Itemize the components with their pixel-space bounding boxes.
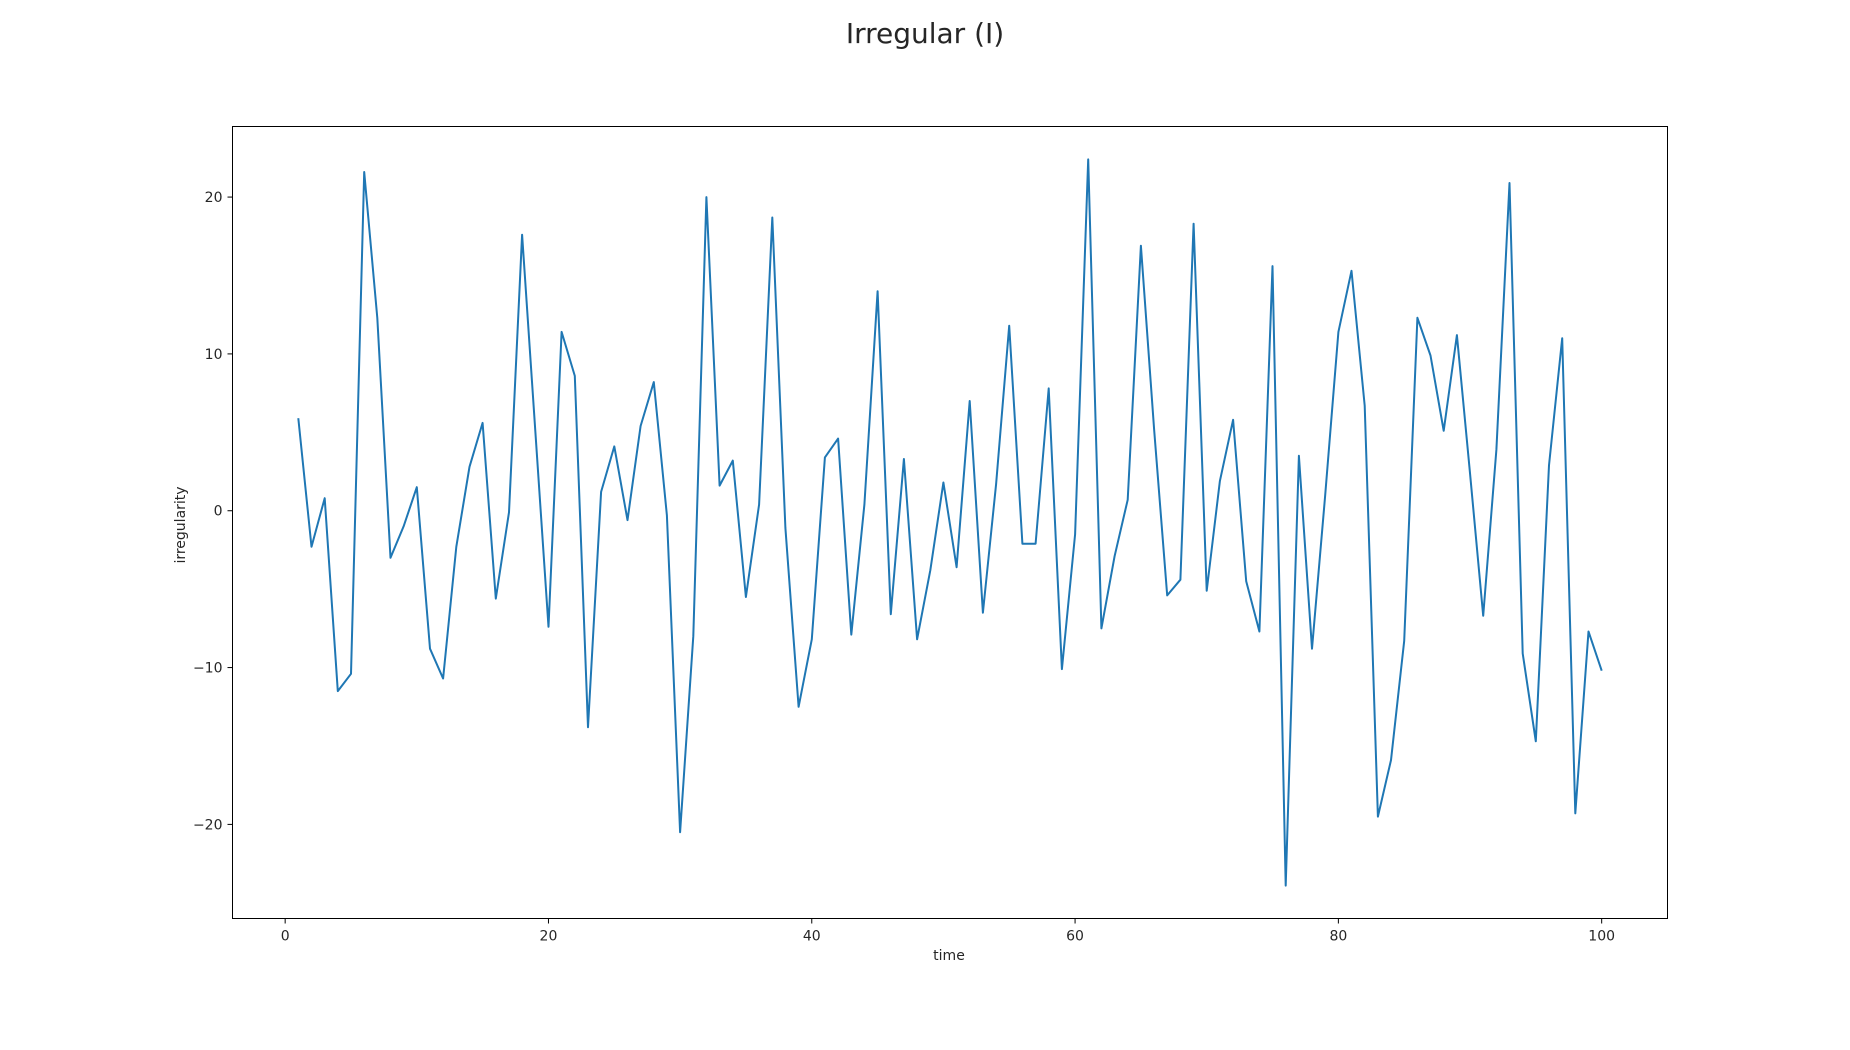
y-tick-label: −20: [193, 817, 223, 833]
y-axis-ticks: −20 −10 0 10 20: [193, 190, 233, 833]
chart-title: Irregular (I): [846, 17, 1004, 50]
x-tick-label: 100: [1588, 929, 1615, 945]
y-tick-label: 20: [205, 190, 223, 206]
y-tick-label: −10: [193, 661, 223, 677]
plot-frame: [232, 126, 1668, 919]
x-tick-label: 80: [1329, 929, 1347, 945]
y-axis-label: irregularity: [173, 486, 189, 563]
x-tick-label: 60: [1066, 929, 1084, 945]
series-line: [297, 158, 1603, 887]
x-axis-ticks: 0 20 40 60 80 100: [281, 918, 1615, 945]
x-axis-label: time: [933, 948, 965, 964]
y-tick-label: 10: [205, 347, 223, 363]
x-tick-label: 20: [540, 929, 558, 945]
x-tick-label: 40: [803, 929, 821, 945]
y-tick-label: 0: [214, 504, 223, 520]
x-tick-label: 0: [281, 929, 290, 945]
